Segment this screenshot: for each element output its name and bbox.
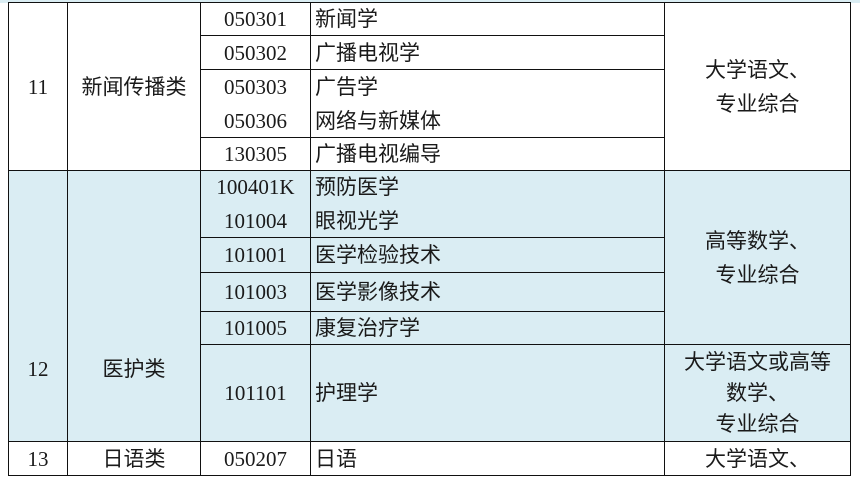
code-cell: 101003 (200, 272, 311, 312)
category-text: 医护类 (102, 357, 166, 381)
category-cell (67, 170, 201, 442)
code-cell: 101005 (200, 311, 311, 345)
subject-line: 大学语文、 (705, 57, 810, 82)
code-cell: 130305 (200, 137, 311, 171)
subject-line: 专业综合 (715, 91, 800, 116)
name-cell: 护理学 (310, 344, 665, 442)
major-name: 日语 (315, 446, 357, 471)
subject-line: 大学语文或高等 (684, 349, 831, 374)
name-cell: 广播电视学 (310, 35, 665, 70)
major-code: 050306 (224, 108, 287, 133)
subject-line: 数学、 (726, 380, 789, 405)
code-cell: 100401K 101004 (200, 170, 311, 238)
major-code: 101003 (224, 280, 287, 304)
major-code: 101101 (224, 381, 287, 405)
major-name: 新闻学 (315, 7, 378, 31)
category-text: 日语类 (102, 446, 166, 471)
name-cell: 日语 (310, 441, 665, 476)
major-code: 101001 (224, 243, 287, 267)
name-cell: 广告学 网络与新媒体 (310, 69, 665, 138)
name-cell: 新闻学 (310, 2, 665, 36)
name-cell: 预防医学 眼视光学 (310, 170, 665, 238)
major-name: 康复治疗学 (315, 316, 420, 340)
name-cell: 广播电视编导 (310, 137, 665, 171)
subject-line: 高等数学、 (705, 228, 810, 253)
major-name: 广告学 (315, 74, 378, 99)
row-number: 13 (8, 441, 68, 476)
major-code: 050302 (224, 40, 287, 65)
major-name: 网络与新媒体 (315, 108, 441, 133)
major-name: 护理学 (315, 381, 378, 405)
major-code: 050207 (224, 446, 287, 471)
row-number-text: 13 (27, 446, 49, 471)
code-cell: 050301 (200, 2, 311, 36)
subject-line: 大学语文、 (705, 446, 810, 471)
code-cell: 101101 (200, 344, 311, 442)
major-name: 广播电视学 (315, 40, 420, 65)
code-cell: 050302 (200, 35, 311, 70)
subjects-cell: 高等数学、 专业综合 (664, 170, 851, 345)
major-code: 101004 (224, 209, 287, 233)
major-code: 100401K (216, 175, 295, 199)
subjects-cell: 大学语文、 专业综合 (664, 2, 851, 171)
major-name: 医学影像技术 (315, 280, 441, 304)
row-number-text: 12 (27, 357, 49, 381)
category-cell: 日语类 (67, 441, 201, 476)
subject-line: 专业综合 (715, 262, 800, 287)
name-cell: 医学影像技术 (310, 272, 665, 312)
subjects-cell: 大学语文或高等 数学、专业综合 (664, 344, 851, 442)
major-code: 130305 (224, 142, 287, 166)
category-cell: 新闻传播类 (67, 2, 201, 171)
code-cell: 050207 (200, 441, 311, 476)
name-cell: 医学检验技术 (310, 237, 665, 273)
major-name: 眼视光学 (315, 209, 399, 233)
subjects-cell: 大学语文、 (664, 441, 851, 476)
row-number: 11 (8, 2, 68, 171)
code-cell: 050303 050306 (200, 69, 311, 138)
row-number-text: 11 (27, 74, 49, 99)
major-code: 050301 (224, 7, 287, 31)
name-cell: 康复治疗学 (310, 311, 665, 345)
code-cell: 101001 (200, 237, 311, 273)
subject-line: 专业综合 (715, 411, 800, 436)
major-name: 广播电视编导 (315, 142, 441, 166)
top-strip (0, 0, 860, 3)
category-text: 新闻传播类 (81, 74, 187, 99)
major-name: 医学检验技术 (315, 243, 441, 267)
row-number (8, 170, 68, 442)
major-code: 050303 (224, 74, 287, 99)
major-name: 预防医学 (315, 175, 399, 199)
major-code: 101005 (224, 316, 287, 340)
